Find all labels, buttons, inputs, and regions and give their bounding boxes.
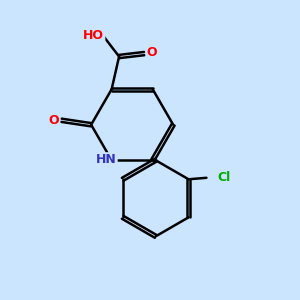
Text: HO: HO	[83, 29, 104, 42]
Text: HN: HN	[96, 153, 117, 166]
Text: O: O	[146, 46, 157, 59]
Text: O: O	[49, 114, 59, 127]
Text: Cl: Cl	[217, 171, 230, 184]
